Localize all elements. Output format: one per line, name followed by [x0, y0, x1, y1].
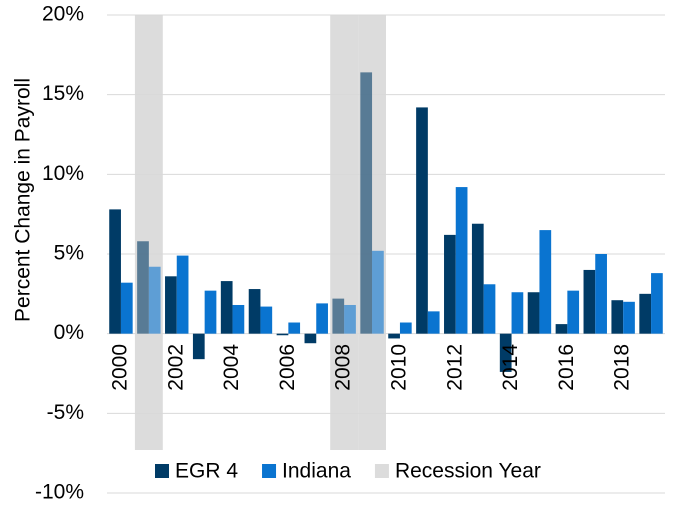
bar: [109, 209, 121, 334]
bar: [388, 333, 400, 339]
y-tick-label: -5%: [47, 401, 84, 424]
bar: [260, 306, 273, 334]
legend-label: Recession Year: [395, 460, 541, 483]
recession-band: [330, 15, 359, 450]
bar: [232, 304, 245, 334]
legend-swatch: [155, 464, 169, 478]
bar: [583, 269, 596, 334]
x-tick-label: 2008: [332, 344, 355, 391]
bar: [427, 311, 440, 334]
legend-swatch: [262, 464, 277, 478]
bar: [639, 293, 652, 334]
x-tick-label: 2014: [499, 344, 522, 391]
x-tick-label: 2004: [220, 344, 243, 391]
bar: [204, 290, 217, 334]
bar: [499, 333, 512, 372]
bar: [444, 234, 456, 334]
legend-label: Indiana: [282, 460, 351, 483]
bar: [567, 290, 580, 334]
x-tick-label: 2006: [276, 344, 299, 391]
bar: [288, 322, 301, 334]
bar: [623, 301, 635, 334]
bar: [192, 333, 205, 360]
y-axis-label: Percent Change in Payroll: [12, 78, 35, 322]
y-tick-label: 5%: [54, 242, 84, 265]
x-tick-label: 2010: [387, 344, 410, 391]
bar: [651, 273, 663, 334]
bar: [471, 223, 484, 334]
legend-label: EGR 4: [175, 460, 238, 483]
x-tick-label: 2012: [443, 344, 466, 391]
bar: [455, 187, 468, 334]
bar: [611, 300, 624, 334]
bar: [248, 289, 261, 334]
bar: [137, 241, 149, 334]
bar: [148, 266, 161, 334]
bar: [399, 322, 412, 334]
bar: [539, 230, 552, 334]
bar: [316, 303, 328, 334]
legend-swatch: [374, 464, 389, 478]
y-tick-label: 0%: [54, 321, 84, 344]
y-tick-label: 20%: [42, 3, 84, 26]
bar: [304, 333, 317, 344]
bar: [344, 304, 356, 334]
bar: [165, 276, 177, 334]
bar: [595, 254, 607, 334]
bar: [511, 292, 524, 334]
bar: [332, 298, 345, 334]
bar: [527, 292, 540, 334]
y-tick-label: 15%: [42, 82, 84, 105]
bar: [220, 281, 233, 334]
recession-band: [134, 15, 163, 450]
y-tick-label: 10%: [42, 162, 84, 185]
x-tick-label: 2002: [164, 344, 187, 391]
bar: [555, 324, 568, 334]
x-tick-label: 2018: [611, 344, 634, 391]
bar: [120, 282, 133, 334]
legend: EGR 4 Indiana Recession Year: [145, 455, 650, 489]
bar: [276, 333, 289, 336]
bar: [483, 284, 496, 334]
bar: [360, 72, 373, 334]
x-tick-label: 2000: [108, 344, 131, 391]
bar: [372, 250, 384, 334]
y-tick-label: -10%: [35, 481, 84, 504]
x-tick-label: 2016: [555, 344, 578, 391]
bar: [176, 255, 189, 334]
legend-background: [145, 455, 650, 489]
bar: [416, 107, 428, 334]
